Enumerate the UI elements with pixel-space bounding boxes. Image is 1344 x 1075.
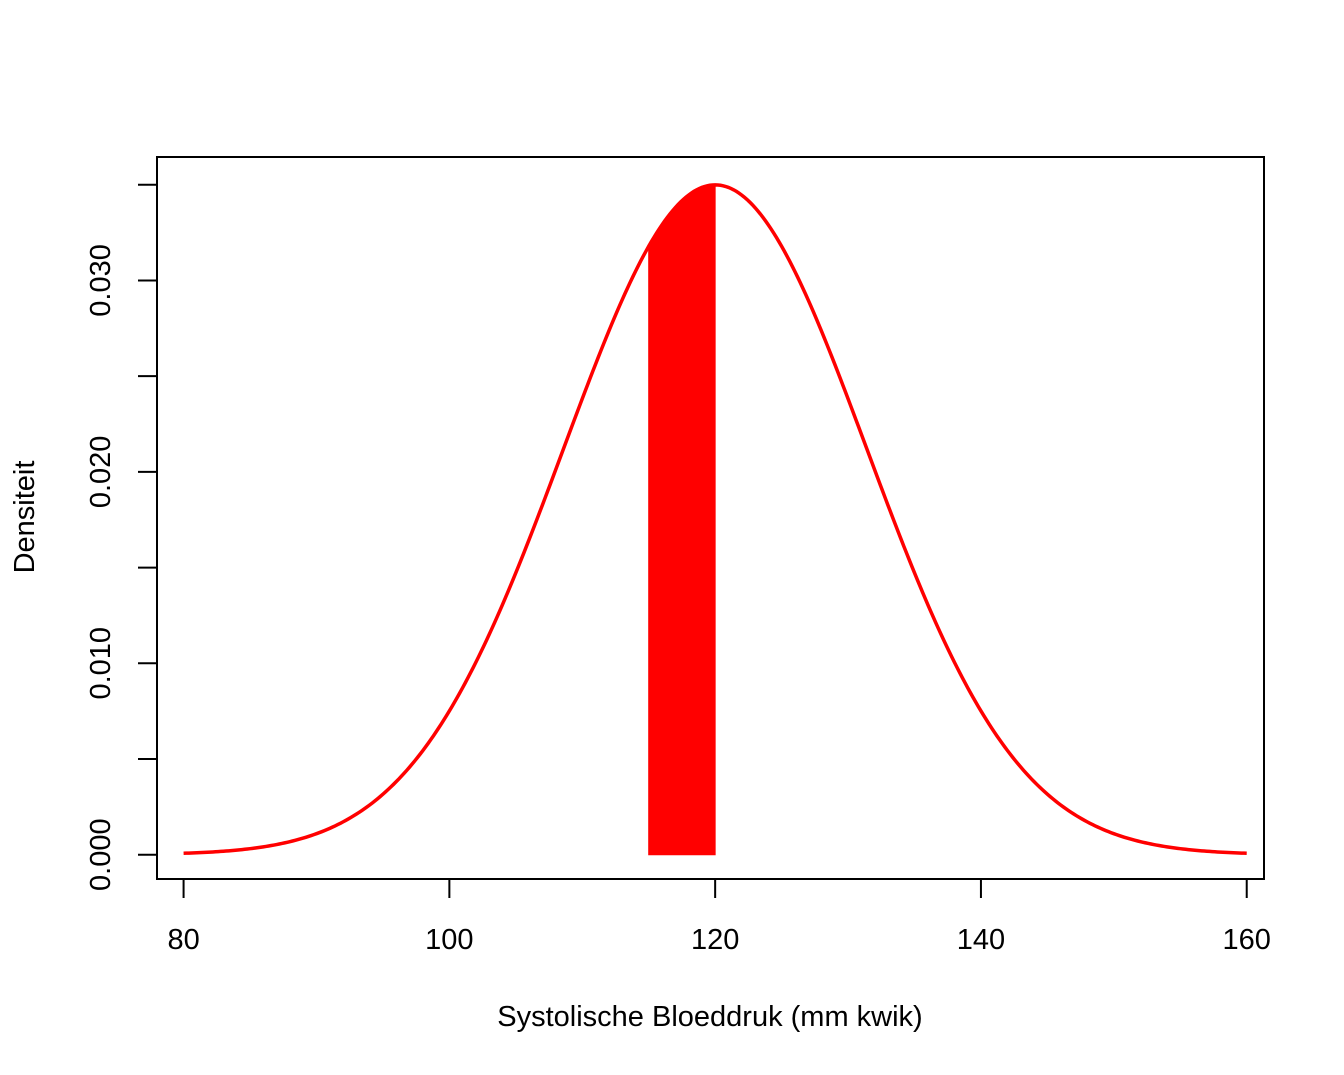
y-tick-label: 0.000 [85,818,117,891]
y-tick-label: 0.020 [85,436,117,509]
y-tick-label: 0.010 [85,627,117,700]
x-axis-label: Systolische Bloeddruk (mm kwik) [497,1001,922,1033]
x-tick-label: 160 [1223,924,1271,956]
y-axis: 0.000 0.010 0.020 0.030 [85,183,158,891]
x-tick-label: 120 [691,924,739,956]
x-tick-label: 140 [957,924,1005,956]
y-axis-label: Densiteit [9,461,41,574]
shaded-area-layer [648,184,716,856]
x-tick-label: 80 [167,924,199,956]
y-tick-label: 0.030 [85,244,117,317]
density-curve-layer [183,183,1247,856]
shaded-area [648,184,716,856]
x-tick-label: 100 [425,924,473,956]
density-curve [183,183,1247,856]
x-axis: 80 100 120 140 160 [167,878,1271,956]
